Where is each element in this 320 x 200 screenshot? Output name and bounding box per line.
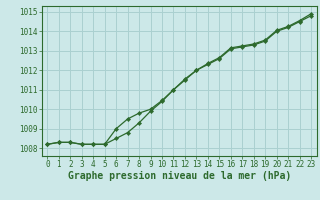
X-axis label: Graphe pression niveau de la mer (hPa): Graphe pression niveau de la mer (hPa) xyxy=(68,171,291,181)
